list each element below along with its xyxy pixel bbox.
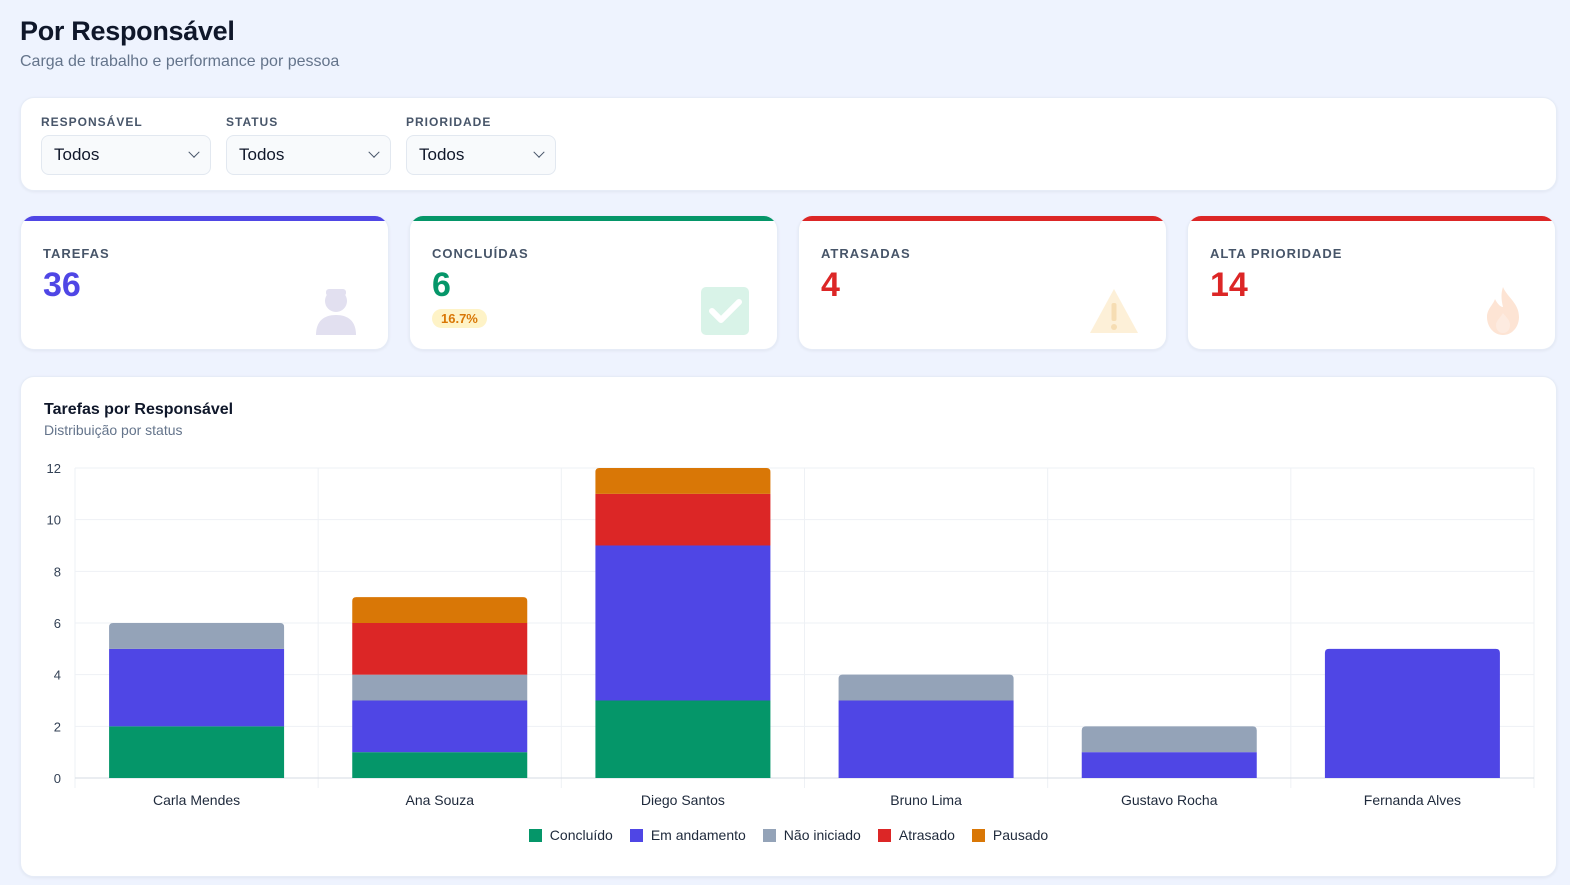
kpi-value: 36 xyxy=(43,266,81,304)
page-subtitle: Carga de trabalho e performance por pess… xyxy=(20,53,340,70)
y-tick-label: 0 xyxy=(54,771,61,786)
filter-responsavel: RESPONSÁVEL Todos xyxy=(41,115,211,175)
kpi-accent-bar xyxy=(799,216,1166,221)
bar-segment xyxy=(1324,648,1500,778)
bar-segment xyxy=(595,468,771,494)
fire-icon xyxy=(1487,287,1519,335)
legend-swatch xyxy=(971,828,985,842)
person-icon xyxy=(316,289,356,335)
x-tick-label: Bruno Lima xyxy=(890,792,962,808)
bar-segment xyxy=(595,493,771,546)
legend-swatch xyxy=(877,828,891,842)
stacked-bar-chart: 0 2 4 6 8 10 12 Carla Mendes Ana Souza Diego Sant… xyxy=(47,461,1535,808)
filter-prioridade: PRIORIDADE Todos xyxy=(406,115,556,175)
legend-item[interactable]: Concluído xyxy=(528,827,613,843)
kpi-label: ATRASADAS xyxy=(821,246,911,261)
legend-swatch xyxy=(762,828,776,842)
kpi-accent-bar xyxy=(21,216,388,221)
chevron-down-icon xyxy=(533,146,545,158)
bar-segment xyxy=(1081,726,1257,753)
kpi-card-atrasadas: ATRASADAS 4 xyxy=(798,216,1167,350)
bar-segment xyxy=(109,623,285,649)
bar-segment xyxy=(1081,752,1257,778)
legend-label: Pausado xyxy=(992,827,1049,843)
x-tick-label: Diego Santos xyxy=(641,792,725,808)
kpi-label: ALTA PRIORIDADE xyxy=(1210,246,1343,261)
filter-label: STATUS xyxy=(226,115,279,129)
warning-icon xyxy=(1090,289,1138,333)
bar-segment xyxy=(352,597,528,623)
chevron-down-icon xyxy=(368,146,380,158)
page-title: Por Responsável xyxy=(20,16,235,46)
y-tick-label: 10 xyxy=(47,513,61,528)
bar-segment xyxy=(838,674,1014,701)
kpi-value: 6 xyxy=(432,266,451,304)
y-tick-label: 8 xyxy=(54,564,61,579)
filters-panel: RESPONSÁVEL Todos STATUS Todos PRIORIDAD… xyxy=(20,97,1557,191)
legend-item[interactable]: Não iniciado xyxy=(762,827,861,843)
kpi-card-alta-prioridade: ALTA PRIORIDADE 14 xyxy=(1187,216,1556,350)
legend-swatch xyxy=(629,828,643,842)
kpi-label: CONCLUÍDAS xyxy=(432,246,529,261)
kpi-accent-bar xyxy=(1188,216,1555,221)
legend-item[interactable]: Em andamento xyxy=(629,827,746,843)
x-tick-label: Fernanda Alves xyxy=(1364,792,1461,808)
kpi-card-concluidas: CONCLUÍDAS 6 16.7% xyxy=(409,216,778,350)
prioridade-select[interactable]: Todos xyxy=(406,135,556,175)
select-value: Todos xyxy=(419,145,465,164)
filter-label: RESPONSÁVEL xyxy=(41,115,143,129)
bar-segment xyxy=(109,648,285,727)
bar-segment xyxy=(352,752,528,778)
x-tick-label: Gustavo Rocha xyxy=(1121,792,1218,808)
y-tick-label: 4 xyxy=(54,668,61,683)
checkmark-icon xyxy=(701,287,749,335)
completion-rate-badge: 16.7% xyxy=(432,309,487,328)
legend-label: Em andamento xyxy=(650,827,746,843)
chart-card: Tarefas por Responsável Distribuição por… xyxy=(20,376,1557,877)
status-select[interactable]: Todos xyxy=(226,135,391,175)
y-tick-label: 6 xyxy=(54,616,61,631)
y-tick-label: 2 xyxy=(54,719,61,734)
legend-label: Não iniciado xyxy=(783,827,861,843)
bar-segment xyxy=(109,726,285,778)
legend-item[interactable]: Atrasado xyxy=(877,827,955,843)
kpi-value: 4 xyxy=(821,266,840,304)
chart-subtitle: Distribuição por status xyxy=(44,422,183,438)
kpi-card-tarefas: TAREFAS 36 xyxy=(20,216,389,350)
kpi-accent-bar xyxy=(410,216,777,221)
kpi-value: 14 xyxy=(1210,266,1248,304)
y-tick-label: 12 xyxy=(47,461,61,476)
filter-status: STATUS Todos xyxy=(226,115,391,175)
legend-label: Concluído xyxy=(549,827,613,843)
bar-segment xyxy=(595,545,771,701)
x-tick-label: Ana Souza xyxy=(406,792,475,808)
chart-legend: Concluído Em andamento Não iniciado Atrasad… xyxy=(21,827,1556,843)
select-value: Todos xyxy=(239,145,285,164)
legend-label: Atrasado xyxy=(898,827,955,843)
legend-item[interactable]: Pausado xyxy=(971,827,1049,843)
x-tick-label: Carla Mendes xyxy=(153,792,240,808)
bar-segment xyxy=(352,674,528,701)
filter-label: PRIORIDADE xyxy=(406,115,492,129)
select-value: Todos xyxy=(54,145,100,164)
responsavel-select[interactable]: Todos xyxy=(41,135,211,175)
kpi-label: TAREFAS xyxy=(43,246,110,261)
legend-swatch xyxy=(528,828,542,842)
chevron-down-icon xyxy=(188,146,200,158)
bar-segment xyxy=(595,700,771,778)
bar-segment xyxy=(838,700,1014,778)
bar-segment xyxy=(352,700,528,753)
page-header: Por Responsável Carga de trabalho e perf… xyxy=(20,16,339,71)
chart-title: Tarefas por Responsável xyxy=(44,401,234,418)
bar-segment xyxy=(352,623,528,675)
